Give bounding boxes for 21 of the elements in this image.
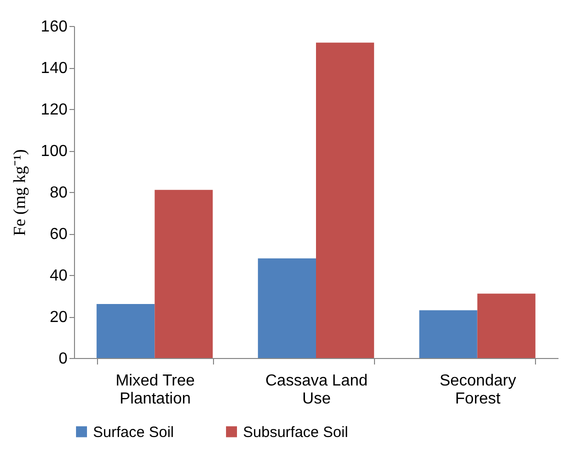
y-axis-title: Fe (mg kg⁻¹)	[10, 149, 29, 236]
y-tick-label: 100	[40, 143, 68, 160]
bar	[316, 42, 374, 358]
x-tick-label: Mixed Tree Plantation	[116, 372, 195, 408]
y-tick-label: 160	[40, 18, 68, 36]
y-tick-label: 140	[40, 60, 68, 77]
bar	[96, 304, 155, 358]
x-tick-label: Secondary Forest	[440, 372, 516, 408]
bar	[477, 294, 536, 358]
y-tick-label: 0	[58, 350, 68, 368]
bar	[154, 190, 213, 358]
bar	[258, 258, 316, 358]
y-tick-label: 40	[50, 268, 68, 284]
legend-label: Subsurface Soil	[243, 424, 348, 441]
legend-label: Surface Soil	[93, 424, 174, 441]
bar	[419, 310, 478, 358]
y-tick-label: 120	[40, 102, 68, 118]
y-tick-label: 80	[50, 184, 68, 202]
y-tick-label: 60	[50, 226, 68, 243]
y-tick-label: 20	[50, 309, 68, 326]
x-tick-label: Cassava Land Use	[265, 372, 368, 408]
